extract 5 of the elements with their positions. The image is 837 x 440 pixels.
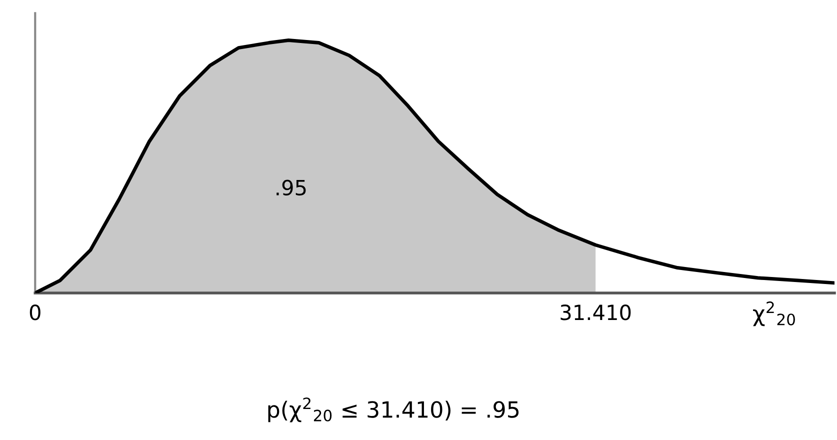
text: p(χ$^{2}$$_{20}$ ≤ 31.410) = .95 [268, 398, 519, 422]
x-axis-title: χ$^{2}$$_{20}$ [753, 301, 795, 326]
x-tick-label: 31.410 [560, 304, 631, 320]
annotation: .95 [276, 180, 306, 196]
x-tick-label: 0 [30, 304, 40, 320]
